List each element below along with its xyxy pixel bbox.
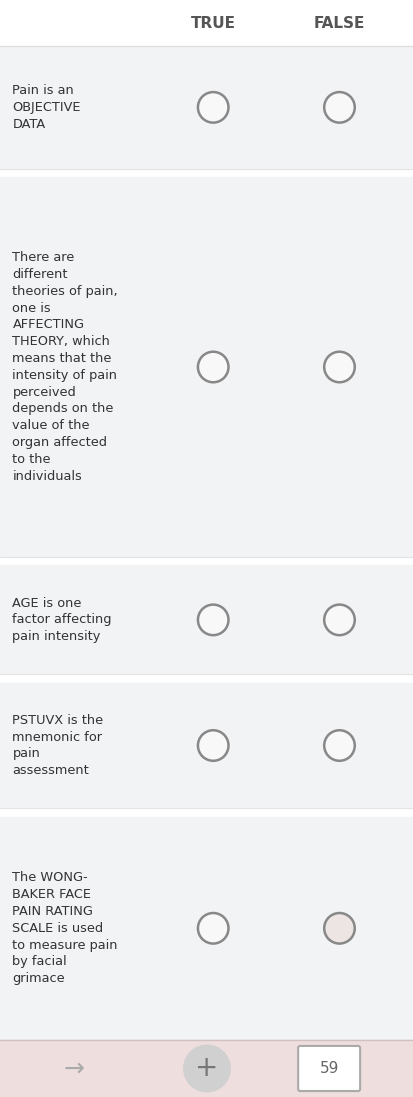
Text: The WONG-
BAKER FACE
PAIN RATING
SCALE is used
to measure pain
by facial
grimace: The WONG- BAKER FACE PAIN RATING SCALE i…	[12, 871, 118, 985]
FancyBboxPatch shape	[297, 1045, 359, 1092]
Ellipse shape	[197, 731, 228, 761]
Ellipse shape	[323, 92, 354, 123]
Text: Pain is an
OBJECTIVE
DATA: Pain is an OBJECTIVE DATA	[12, 84, 81, 131]
Text: 59: 59	[319, 1061, 338, 1076]
Bar	[0, 1040, 413, 1097]
Bar	[0, 816, 413, 1040]
Bar	[0, 178, 413, 556]
Ellipse shape	[197, 352, 228, 382]
Text: AGE is one
factor affecting
pain intensity: AGE is one factor affecting pain intensi…	[12, 597, 112, 643]
Ellipse shape	[197, 913, 228, 943]
Ellipse shape	[323, 913, 354, 943]
Bar	[0, 46, 413, 169]
Ellipse shape	[323, 352, 354, 382]
Ellipse shape	[323, 604, 354, 635]
Text: +: +	[195, 1054, 218, 1083]
Ellipse shape	[197, 604, 228, 635]
Text: FALSE: FALSE	[313, 15, 364, 31]
Text: →: →	[64, 1056, 85, 1081]
Ellipse shape	[197, 92, 228, 123]
Text: There are
different
theories of pain,
one is
AFFECTING
THEORY, which
means that : There are different theories of pain, on…	[12, 251, 118, 483]
Bar	[0, 683, 413, 807]
Ellipse shape	[183, 1044, 230, 1093]
Bar	[0, 0, 413, 46]
Text: PSTUVX is the
mnemonic for
pain
assessment: PSTUVX is the mnemonic for pain assessme…	[12, 714, 103, 777]
Ellipse shape	[323, 731, 354, 761]
Bar	[0, 565, 413, 675]
Text: TRUE: TRUE	[190, 15, 235, 31]
